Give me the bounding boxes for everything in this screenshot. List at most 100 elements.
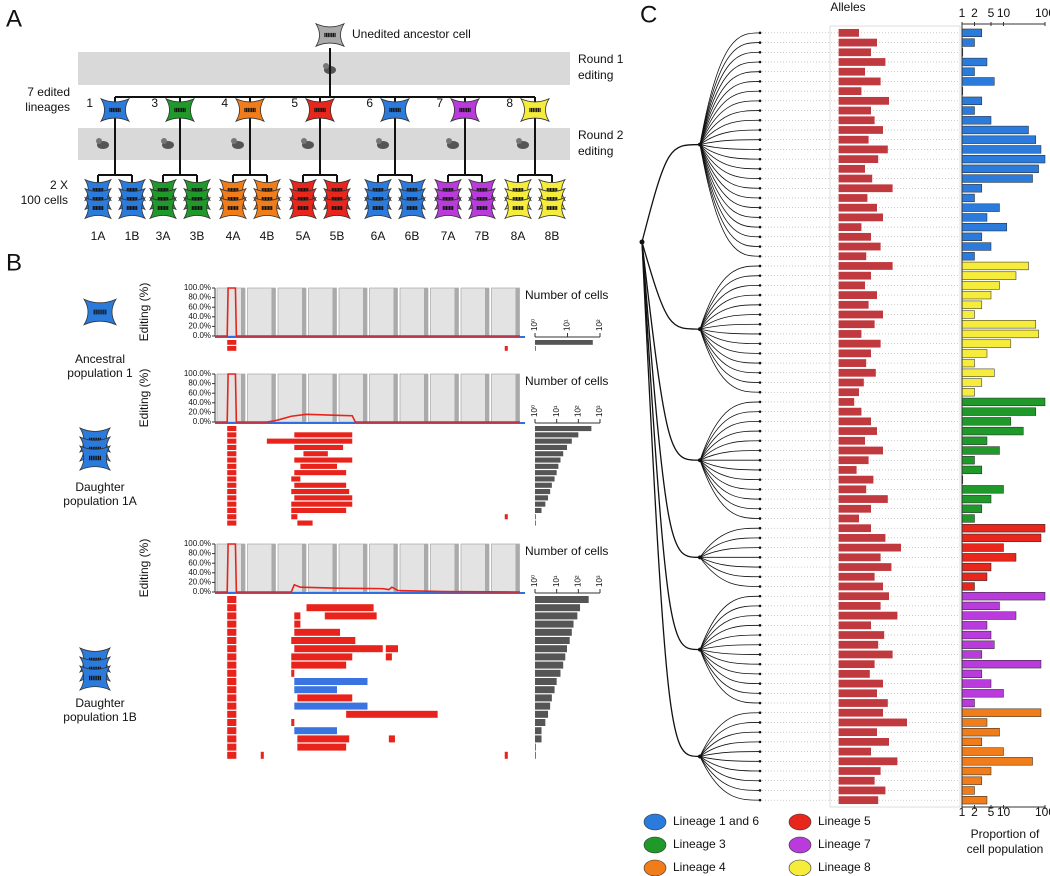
deletion	[227, 489, 237, 495]
allele-deletion	[838, 728, 877, 737]
legend-label: Lineage 7	[818, 837, 871, 851]
tree-branch	[699, 328, 761, 345]
deletion	[324, 612, 377, 620]
deletion	[291, 501, 353, 507]
allele-deletion	[838, 339, 881, 348]
editor-icon	[376, 138, 382, 144]
tree-branch	[699, 144, 761, 150]
site-box-edge	[271, 374, 276, 422]
deletion	[294, 628, 341, 636]
tree-leaf	[758, 70, 762, 74]
bar	[961, 776, 983, 785]
count-bar	[535, 735, 542, 743]
site-box	[247, 543, 276, 593]
tree-branch	[699, 605, 761, 650]
side-label: 7 edited	[27, 85, 70, 99]
tree-branch	[699, 401, 761, 461]
bar	[961, 281, 1000, 290]
allele-deletion	[838, 514, 859, 523]
deletion	[227, 346, 237, 351]
site-box-edge	[485, 288, 489, 336]
tree-branch	[699, 644, 761, 650]
tree-branch	[699, 144, 761, 179]
bar	[961, 757, 1033, 766]
tree-branch	[699, 595, 761, 650]
tree-branch	[699, 328, 761, 393]
tree-leaf	[758, 662, 762, 666]
x-tick-label: 100	[1035, 6, 1050, 20]
daughter-label: 8A	[511, 229, 526, 243]
deletion	[266, 438, 353, 444]
site-box	[247, 287, 276, 337]
deletion	[294, 432, 353, 438]
site-box	[491, 543, 520, 593]
lineage-label: 5	[291, 96, 298, 110]
legend-swatch	[788, 859, 812, 876]
site-box-edge	[454, 288, 459, 336]
count-bar	[535, 694, 552, 702]
tree-branch	[641, 241, 701, 558]
bar	[961, 553, 1017, 562]
bar	[961, 543, 1004, 552]
lineage-label: 8	[506, 96, 513, 110]
deletion	[504, 346, 508, 351]
tree-leaf	[758, 361, 762, 365]
daughter-label: 7A	[441, 229, 456, 243]
allele-deletion	[838, 116, 875, 125]
allele-deletion	[838, 553, 881, 562]
site-box-edge	[241, 544, 245, 592]
tree-branch	[699, 756, 761, 772]
tree-leaf	[758, 624, 762, 627]
x-tick-label: 10	[997, 805, 1011, 819]
deletion	[385, 645, 398, 653]
side-label: 2 X	[50, 178, 68, 192]
site-box	[216, 287, 246, 337]
site-box	[247, 373, 276, 423]
tree-branch	[699, 459, 761, 481]
tree-leaf	[758, 293, 762, 297]
bar	[961, 271, 1017, 280]
tree-leaf	[758, 303, 762, 307]
allele-deletion	[838, 291, 877, 299]
allele-deletion	[838, 708, 883, 717]
site-box-edge	[515, 374, 520, 422]
allele-deletion	[838, 135, 869, 144]
x-tick-label: 1	[959, 805, 966, 819]
tree-branch	[699, 110, 761, 145]
tree-leaf	[758, 546, 762, 549]
editor-icon	[301, 138, 307, 144]
tree-leaf	[758, 429, 762, 433]
tree-leaf	[758, 206, 762, 209]
legend-swatch	[788, 836, 812, 854]
allele-deletion	[838, 96, 889, 105]
bar	[961, 329, 1039, 339]
tree-branch	[699, 756, 761, 762]
count-bar	[535, 710, 549, 718]
tree-branch	[699, 649, 761, 675]
count-bar	[535, 719, 546, 726]
tree-leaf	[758, 740, 762, 744]
tree-leaf	[758, 274, 762, 277]
bar	[961, 533, 1042, 543]
tree-leaf	[758, 352, 762, 355]
editing-profile	[215, 373, 520, 423]
count-bar	[535, 604, 581, 612]
tree-leaf	[758, 148, 762, 151]
tree-branch	[699, 751, 761, 757]
y-tick-label: 40.0%	[188, 568, 211, 577]
bar	[961, 174, 1033, 183]
allele-deletion	[838, 621, 871, 630]
deletion	[227, 678, 237, 685]
tree-leaf	[758, 216, 762, 219]
allele-deletion	[838, 407, 862, 416]
site-box	[491, 373, 520, 423]
bar	[961, 572, 988, 581]
tree-leaf	[758, 196, 762, 200]
allele-deletion	[838, 232, 871, 241]
count-bar	[535, 678, 557, 685]
site-box-edge	[241, 374, 245, 422]
count-bar	[535, 444, 568, 450]
count-bar	[535, 669, 561, 677]
allele-deletion	[838, 213, 883, 222]
allele-deletion	[838, 534, 886, 542]
